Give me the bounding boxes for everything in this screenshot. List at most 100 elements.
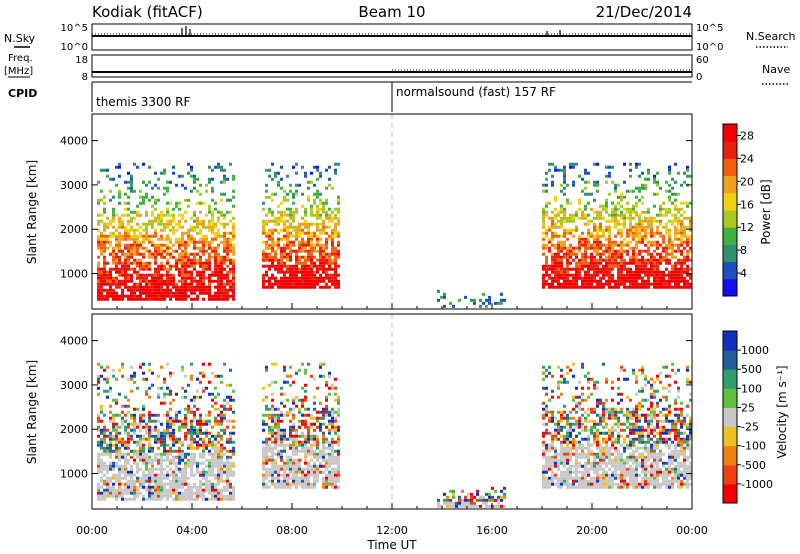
echo-cell (569, 252, 572, 256)
echo-cell (331, 410, 334, 414)
freq-tick-top: 18 (75, 55, 88, 66)
echo-cell (103, 497, 106, 501)
echo-cell (274, 249, 277, 253)
echo-cell (581, 255, 584, 259)
echo-cell (115, 255, 118, 259)
echo-cell (181, 494, 184, 498)
echo-cell (217, 449, 220, 453)
echo-cell (97, 464, 100, 468)
echo-cell (277, 416, 280, 420)
echo-cell (265, 458, 268, 462)
echo-cell (560, 273, 563, 277)
y-tick-label: 1000 (60, 268, 88, 281)
echo-cell (193, 210, 196, 214)
echo-cell (686, 165, 689, 169)
echo-cell (229, 470, 232, 474)
echo-cell (653, 204, 656, 208)
echo-cell (121, 455, 124, 459)
y-tick-label: 2000 (60, 223, 88, 236)
echo-cell (626, 276, 629, 280)
echo-cell (337, 437, 340, 441)
echo-cell (301, 216, 304, 220)
echo-cell (136, 234, 139, 238)
echo-cell (190, 374, 193, 378)
echo-cell (154, 294, 157, 298)
echo-cell (334, 386, 337, 390)
echo-cell (325, 482, 328, 486)
echo-cell (584, 246, 587, 250)
echo-cell (160, 273, 163, 277)
echo-cell (178, 449, 181, 453)
echo-cell (217, 285, 220, 289)
echo-cell (157, 252, 160, 256)
echo-cell (202, 461, 205, 465)
echo-cell (193, 440, 196, 444)
echo-cell (545, 183, 548, 187)
echo-cell (109, 479, 112, 483)
echo-cell (277, 243, 280, 247)
echo-cell (154, 231, 157, 235)
echo-cell (118, 189, 121, 193)
echo-cell (97, 240, 100, 244)
echo-cell (554, 482, 557, 486)
echo-cell (211, 392, 214, 396)
echo-cell (262, 452, 265, 456)
echo-cell (277, 282, 280, 286)
echo-cell (190, 282, 193, 286)
echo-cell (328, 419, 331, 423)
echo-cell (169, 222, 172, 226)
echo-cell (136, 204, 139, 208)
echo-cell (127, 446, 130, 450)
echo-cell (584, 213, 587, 217)
echo-cell (671, 255, 674, 259)
echo-cell (611, 210, 614, 214)
echo-cell (268, 485, 271, 489)
nave-label: Nave (762, 63, 790, 76)
echo-cell (229, 237, 232, 241)
echo-cell (220, 488, 223, 492)
echo-cell (214, 222, 217, 226)
echo-cell (169, 371, 172, 375)
echo-cell (593, 276, 596, 280)
echo-cell (145, 249, 148, 253)
echo-cell (163, 437, 166, 441)
echo-cell (229, 198, 232, 202)
echo-cell (304, 368, 307, 372)
echo-cell (220, 494, 223, 498)
echo-cell (331, 228, 334, 232)
echo-cell (151, 461, 154, 465)
echo-cell (271, 210, 274, 214)
echo-cell (169, 201, 172, 205)
echo-cell (632, 225, 635, 229)
echo-cell (136, 386, 139, 390)
echo-cell (202, 219, 205, 223)
echo-cell (124, 485, 127, 489)
echo-cell (334, 267, 337, 271)
echo-cell (584, 222, 587, 226)
echo-cell (265, 231, 268, 235)
echo-cell (187, 237, 190, 241)
echo-cell (482, 498, 485, 502)
echo-cell (593, 240, 596, 244)
echo-cell (569, 213, 572, 217)
echo-cell (674, 234, 677, 238)
echo-cell (292, 413, 295, 417)
echo-cell (668, 183, 671, 187)
echo-cell (178, 270, 181, 274)
echo-cell (608, 174, 611, 178)
echo-cell (611, 207, 614, 211)
echo-cell (103, 428, 106, 432)
echo-cell (220, 192, 223, 196)
echo-cell (274, 437, 277, 441)
echo-cell (133, 479, 136, 483)
echo-cell (593, 210, 596, 214)
echo-cell (142, 485, 145, 489)
echo-cell (476, 498, 479, 502)
echo-cell (298, 231, 301, 235)
echo-cell (578, 455, 581, 459)
echo-cell (118, 216, 121, 220)
echo-cell (169, 282, 172, 286)
echo-cell (280, 419, 283, 423)
echo-cell (307, 270, 310, 274)
echo-cell (100, 240, 103, 244)
